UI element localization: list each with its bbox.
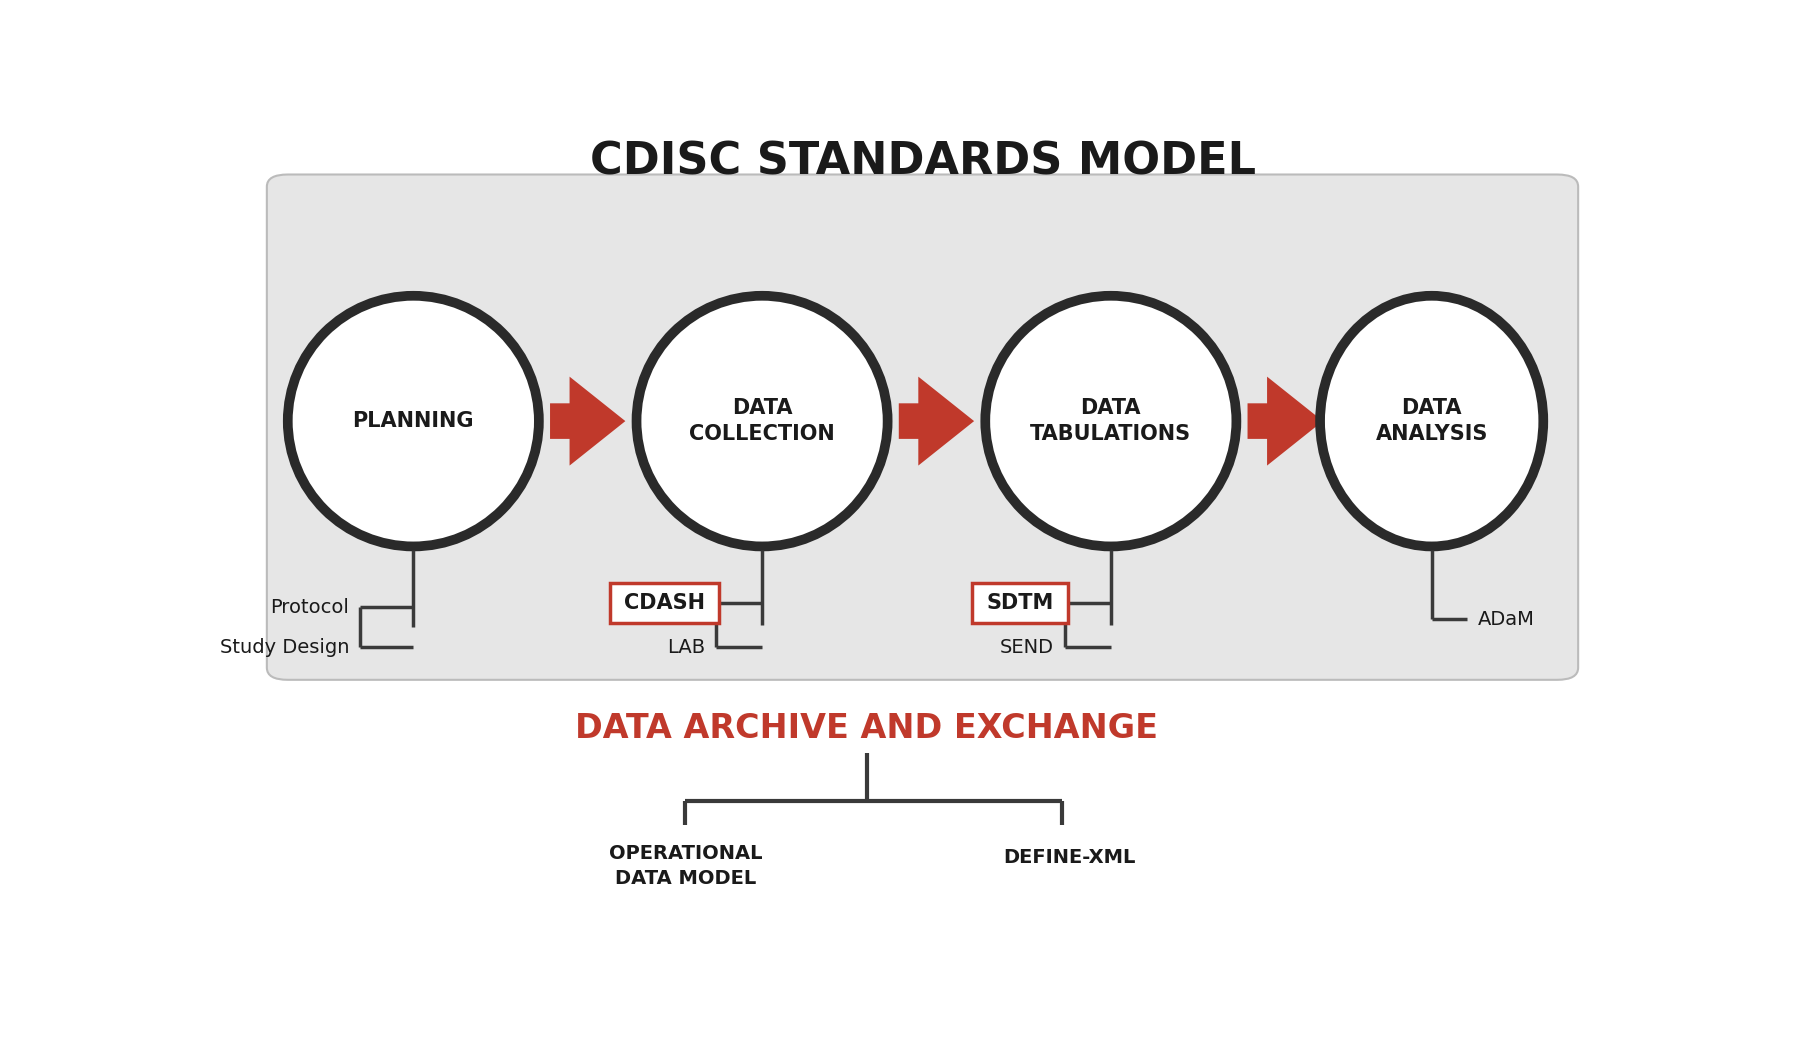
Text: DATA
ANALYSIS: DATA ANALYSIS [1375,398,1489,444]
Text: LAB: LAB [666,638,706,657]
FancyBboxPatch shape [266,174,1579,679]
FancyBboxPatch shape [610,584,718,623]
Text: DATA
TABULATIONS: DATA TABULATIONS [1030,398,1192,444]
Text: Protocol: Protocol [270,597,349,616]
Text: ADaM: ADaM [1478,610,1535,629]
Ellipse shape [637,296,887,546]
Text: OPERATIONAL
DATA MODEL: OPERATIONAL DATA MODEL [608,844,761,888]
FancyBboxPatch shape [972,584,1067,623]
Text: CDISC STANDARDS MODEL: CDISC STANDARDS MODEL [590,141,1256,184]
Ellipse shape [985,296,1237,546]
Text: DEFINE-XML: DEFINE-XML [1003,848,1136,867]
Text: SEND: SEND [999,638,1053,657]
Polygon shape [898,377,974,465]
Text: CDASH: CDASH [625,593,706,613]
Text: PLANNING: PLANNING [353,412,473,432]
Text: Study Design: Study Design [220,638,349,657]
Polygon shape [551,377,625,465]
Ellipse shape [1319,296,1543,546]
Polygon shape [1247,377,1323,465]
Text: DATA
COLLECTION: DATA COLLECTION [689,398,835,444]
Text: DATA ARCHIVE AND EXCHANGE: DATA ARCHIVE AND EXCHANGE [576,712,1157,744]
Text: SDTM: SDTM [986,593,1053,613]
Ellipse shape [288,296,538,546]
